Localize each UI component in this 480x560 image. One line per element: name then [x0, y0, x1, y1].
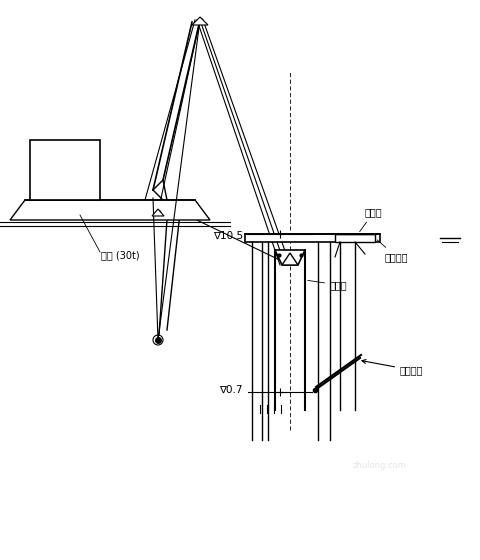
Bar: [30, 140, 100, 200]
Text: zhulong.com: zhulong.com: [353, 460, 407, 469]
Text: 导向架: 导向架: [360, 207, 383, 232]
Text: 牵引链索: 牵引链索: [362, 360, 423, 375]
Text: 施工平台: 施工平台: [377, 240, 408, 262]
Polygon shape: [275, 250, 305, 265]
Bar: [245, 234, 380, 242]
Polygon shape: [282, 253, 298, 265]
Polygon shape: [192, 17, 208, 25]
Text: ∇0.7: ∇0.7: [219, 385, 243, 395]
Text: ∇10.5: ∇10.5: [213, 231, 243, 241]
Text: 钢护筒: 钢护筒: [308, 280, 348, 290]
Bar: [335, 234, 375, 242]
Polygon shape: [10, 200, 210, 220]
Polygon shape: [152, 209, 164, 216]
Text: 浮吊 (30t): 浮吊 (30t): [101, 250, 139, 260]
